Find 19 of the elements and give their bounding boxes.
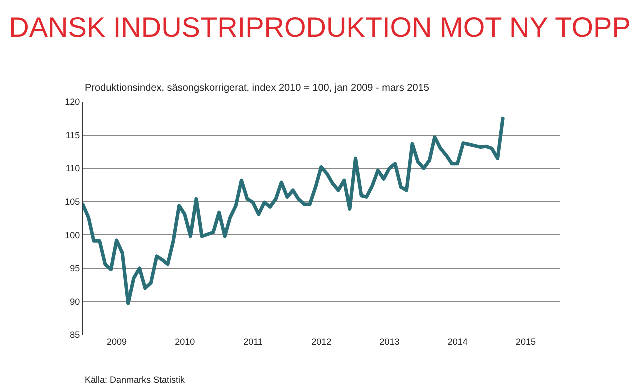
x-tick-label: 2012 — [312, 337, 332, 347]
x-tick-label: 2013 — [380, 337, 400, 347]
text: Källa: Danmarks Statistik — [85, 375, 186, 385]
y-tick-label: 85 — [70, 330, 80, 340]
y-tick-label: 110 — [66, 164, 80, 174]
x-tick-label: 2015 — [516, 337, 536, 347]
chart-subtitle: Produktionsindex, säsongskorrigerat, index 2010 = 100, jan 2009 - mars 2015 — [85, 83, 430, 94]
y-tick-label: 90 — [70, 296, 80, 307]
y-tick-label: 105 — [65, 197, 80, 208]
line-series — [83, 116, 505, 306]
chart-title: DANSK INDUSTRIPRODUKTION MOT NY TOPP — [9, 12, 631, 44]
y-tick-label: 100 — [65, 230, 80, 240]
y-tick-label: 115 — [66, 130, 80, 140]
x-tick-label: 2011 — [244, 337, 263, 347]
x-tick-label: 2010 — [175, 337, 196, 347]
y-tick-label: 120 — [65, 97, 80, 108]
y-tick-label: 95 — [70, 264, 80, 274]
x-tick-label: 2014 — [448, 337, 468, 347]
x-tick-label: 2009 — [106, 337, 127, 347]
